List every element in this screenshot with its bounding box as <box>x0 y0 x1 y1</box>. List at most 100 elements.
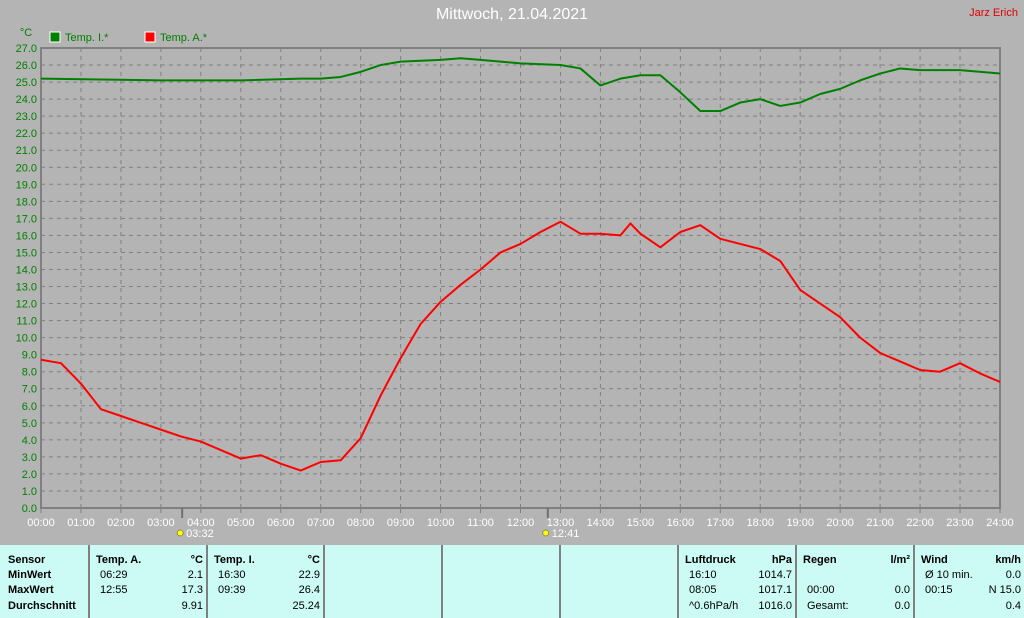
empty-column <box>559 545 677 618</box>
legend-swatch <box>49 31 61 43</box>
x-tick-label: 18:00 <box>746 517 774 529</box>
x-tick-label: 05:00 <box>227 517 255 529</box>
x-tick-label: 06:00 <box>267 517 295 529</box>
y-tick-label: 20.0 <box>16 162 37 174</box>
value-cell: 1014.7 <box>758 569 792 581</box>
y-tick-label: 2.0 <box>22 469 37 481</box>
y-tick-label: 15.0 <box>16 247 37 259</box>
x-tick-label: 24:00 <box>986 517 1014 529</box>
sensor-column: Sensor MinWert MaxWert Durchschnitt <box>0 545 88 618</box>
y-tick-label: 23.0 <box>16 111 37 123</box>
value-cell: 26.4 <box>298 584 320 596</box>
x-tick-label: 22:00 <box>906 517 934 529</box>
y-tick-label: 27.0 <box>16 43 37 55</box>
unit-label: °C <box>190 554 203 566</box>
sensor-header: Sensor <box>8 554 46 566</box>
sunset-icon <box>542 529 550 537</box>
y-tick-label: 6.0 <box>22 401 37 413</box>
x-tick-label: 09:00 <box>387 517 415 529</box>
y-tick-label: 25.0 <box>16 77 37 89</box>
y-axis-unit: °C <box>20 27 32 39</box>
chart-title: Mittwoch, 21.04.2021 <box>435 6 589 23</box>
x-tick-label: 00:00 <box>27 517 55 529</box>
x-tick-label: 19:00 <box>786 517 814 529</box>
y-tick-label: 3.0 <box>22 452 37 464</box>
regen-column: Regen l/m² 00:00 Gesamt: 0.0 0.0 <box>795 545 913 618</box>
y-tick-label: 16.0 <box>16 230 37 242</box>
time-cell: 12:55 <box>100 584 128 596</box>
value-cell: 25.24 <box>292 600 320 612</box>
x-tick-label: 17:00 <box>707 517 735 529</box>
column-header: Temp. A. <box>96 554 142 566</box>
row-label: MaxWert <box>8 584 54 596</box>
y-tick-label: 26.0 <box>16 60 37 72</box>
y-tick-label: 21.0 <box>16 145 37 157</box>
series-line-temp-i <box>40 57 1001 113</box>
x-tick-label: 23:00 <box>946 517 974 529</box>
tempA-column: Temp. A. °C 06:29 12:55 2.1 17.3 9.91 <box>88 545 206 618</box>
legend-label: Temp. I.* <box>65 32 109 44</box>
y-tick-label: 1.0 <box>22 486 37 498</box>
unit-label: km/h <box>995 554 1021 566</box>
unit-label: l/m² <box>890 554 910 566</box>
time-cell: ^0.6hPa/h <box>689 600 739 612</box>
legend-swatch <box>144 31 156 43</box>
time-cell: 00:00 <box>807 584 835 596</box>
y-tick-label: 5.0 <box>22 418 37 430</box>
y-tick-label: 18.0 <box>16 196 37 208</box>
stats-table: Sensor MinWert MaxWert Durchschnitt Temp. A.… <box>0 545 1024 618</box>
value-cell: N 15.0 <box>988 584 1021 596</box>
column-header: Regen <box>803 554 837 566</box>
sunrise-icon <box>176 529 184 537</box>
y-tick-label: 10.0 <box>16 333 37 345</box>
value-cell: 17.3 <box>181 584 203 596</box>
y-tick-label: 4.0 <box>22 435 37 447</box>
time-cell: Ø 10 min. <box>925 569 973 581</box>
x-tick-label: 16:00 <box>667 517 695 529</box>
time-cell: 16:30 <box>218 569 246 581</box>
value-cell: 22.9 <box>298 569 320 581</box>
value-cell: 1017.1 <box>758 584 792 596</box>
empty-column <box>441 545 559 618</box>
y-tick-label: 19.0 <box>16 179 37 191</box>
value-cell: 0.0 <box>894 600 910 612</box>
value-cell: 9.91 <box>181 600 203 612</box>
row-label: Durchschnitt <box>8 600 76 612</box>
column-header: Wind <box>921 554 948 566</box>
marker-label: 12:41 <box>552 528 580 540</box>
y-tick-label: 11.0 <box>16 316 37 328</box>
x-tick-label: 11:00 <box>467 517 494 529</box>
x-tick-label: 03:00 <box>147 517 175 529</box>
time-cell: 08:05 <box>689 584 717 596</box>
time-cell: Gesamt: <box>807 600 849 612</box>
x-tick-label: 12:00 <box>507 517 535 529</box>
x-tick-label: 10:00 <box>427 517 455 529</box>
y-tick-label: 12.0 <box>16 299 37 311</box>
value-cell: 2.1 <box>187 569 203 581</box>
marker-label: 03:32 <box>186 528 214 540</box>
y-tick-label: 13.0 <box>16 282 37 294</box>
x-tick-label: 13:00 <box>547 517 575 529</box>
x-tick-label: 08:00 <box>347 517 375 529</box>
x-tick-label: 21:00 <box>866 517 894 529</box>
luft-column: Luftdruck hPa 16:10 08:05 ^0.6hPa/h 1014.7 101… <box>677 545 795 618</box>
wind-column: Wind km/h Ø 10 min. 00:15 0.0 N 15.0 0.4 <box>913 545 1024 618</box>
y-tick-label: 24.0 <box>16 94 37 106</box>
time-cell: 16:10 <box>689 569 717 581</box>
tempI-column: Temp. I. °C 16:30 09:39 22.9 26.4 25.24 <box>206 545 323 618</box>
x-tick-label: 15:00 <box>627 517 655 529</box>
x-tick-label: 07:00 <box>307 517 335 529</box>
y-tick-label: 7.0 <box>22 384 37 396</box>
y-tick-label: 9.0 <box>22 350 37 362</box>
series-line-temp-a <box>40 220 1001 472</box>
temperature-chart: 0.0 1.0 2.0 3.0 4.0 5.0 6.0 7.0 8.0 9.0 10.0 11.0 12… <box>16 27 1014 540</box>
row-label: MinWert <box>8 569 52 581</box>
x-tick-label: 01:00 <box>67 517 95 529</box>
time-cell: 09:39 <box>218 584 246 596</box>
x-tick-label: 14:00 <box>587 517 615 529</box>
y-tick-label: 0.0 <box>22 503 37 515</box>
column-header: Luftdruck <box>685 554 736 566</box>
y-tick-label: 8.0 <box>22 367 37 379</box>
unit-label: hPa <box>771 554 792 566</box>
y-tick-label: 22.0 <box>16 128 37 140</box>
